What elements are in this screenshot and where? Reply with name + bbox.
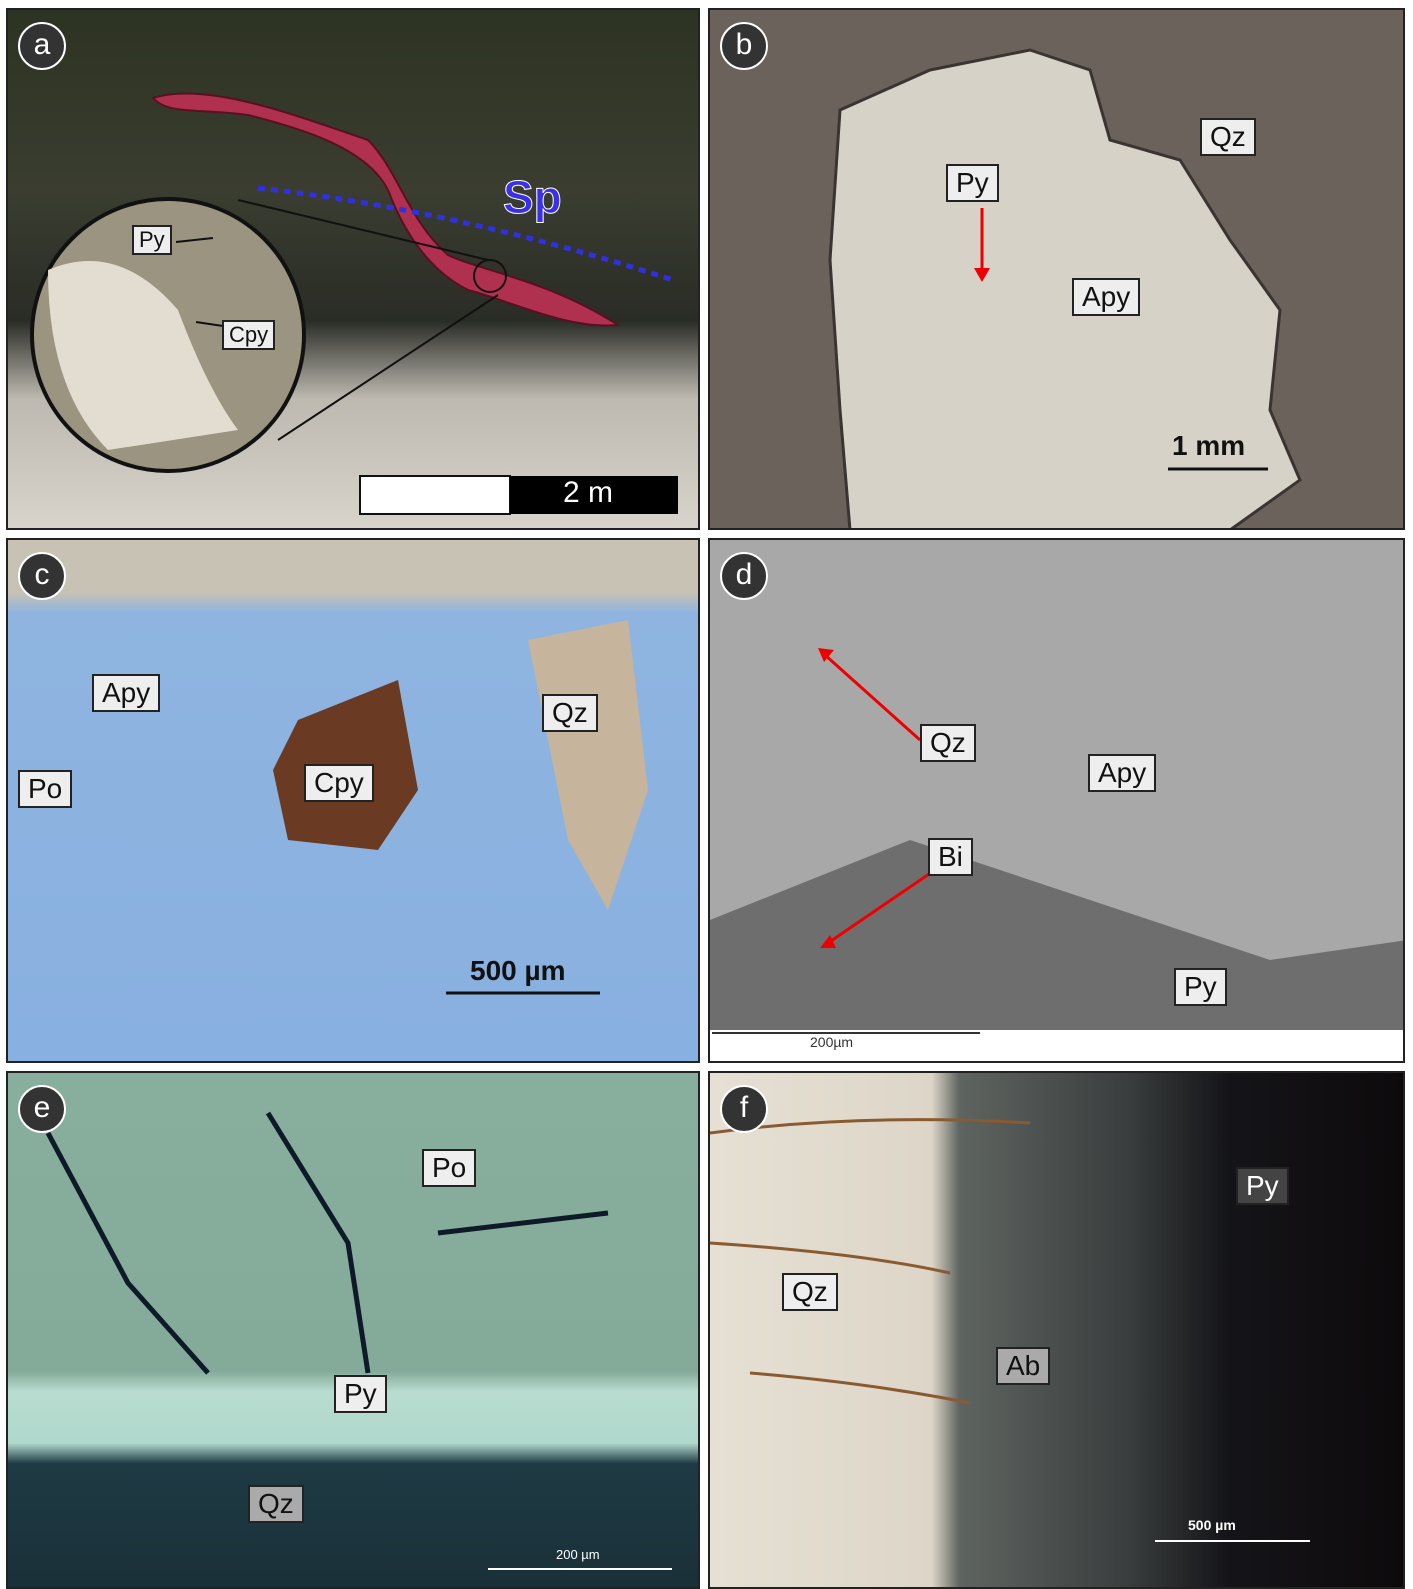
mineral-label: Qz [248, 1485, 304, 1523]
mineral-label: Py [1174, 968, 1227, 1006]
scale-text: 500 µm [470, 955, 566, 986]
foliation-line [257, 185, 674, 283]
mineral-label: Cpy [222, 320, 276, 350]
panel-letter: e [18, 1085, 66, 1133]
panel-d: d Qz Apy Bi Py 200µm [708, 538, 1405, 1063]
zoom-circle [473, 259, 507, 293]
arrow [827, 870, 933, 945]
arrow-head [820, 935, 836, 948]
panel-c: c Apy Qz Po Cpy 500 µm [6, 538, 700, 1063]
mineral-label: Py [132, 225, 172, 255]
fractures [45, 1111, 609, 1375]
mineral-label: Po [18, 770, 73, 808]
mineral-label: Qz [920, 724, 976, 762]
panel-letter: a [18, 22, 66, 70]
scale-text: 2 m [563, 476, 614, 509]
py-grain [710, 840, 1403, 1030]
mineral-label: Py [946, 164, 999, 202]
inset-quartz [48, 261, 238, 450]
mineral-label: Po [422, 1149, 477, 1187]
mineral-label: Apy [92, 674, 161, 712]
panel-letter: b [720, 22, 768, 70]
mineral-label: Qz [1200, 118, 1256, 156]
panel-f: f Qz Py Ab 500 µm [708, 1071, 1405, 1589]
mineral-label: Apy [1072, 278, 1141, 316]
pointer [195, 321, 224, 327]
scale-text: 1 mm [1172, 430, 1246, 461]
arrow [823, 653, 922, 742]
scale-bar-white [359, 475, 511, 515]
panel-b-art [828, 48, 1302, 528]
veinlets [710, 1118, 1031, 1405]
mineral-label: Py [1236, 1167, 1289, 1205]
panel-d-art [710, 648, 1403, 1034]
panel-e-art [45, 1111, 672, 1570]
scale-text: 200 µm [556, 1547, 600, 1562]
panel-a: a Py Cpy Sp 2 m [6, 8, 700, 530]
mineral-label: Qz [542, 694, 598, 732]
panel-a-art [30, 92, 678, 515]
pointer [175, 237, 214, 243]
panel-f-art [710, 1118, 1310, 1542]
foliation-label: Sp [503, 171, 563, 224]
mineral-label: Qz [782, 1273, 838, 1311]
panel-letter: f [720, 1085, 768, 1133]
mineral-label: Apy [1088, 754, 1157, 792]
mineral-label: Cpy [304, 764, 374, 802]
scale-bar-black [510, 476, 678, 514]
scale-text: 200µm [810, 1034, 854, 1050]
panel-letter: d [720, 552, 768, 600]
arrow-head [974, 268, 990, 282]
panel-letter: c [18, 552, 66, 600]
mineral-label: Ab [996, 1347, 1051, 1385]
zoom-line [277, 294, 499, 441]
qz-grain [528, 620, 648, 910]
vein [151, 92, 621, 327]
arrow-head [818, 648, 834, 662]
zoom-line [237, 199, 489, 261]
panel-e: e Po Py Qz 200 µm [6, 1071, 700, 1589]
mineral-label: Bi [928, 838, 973, 876]
scale-text: 500 µm [1188, 1517, 1236, 1533]
mineral-label: Py [334, 1375, 387, 1413]
panel-b: b Qz Py Apy 1 mm [708, 8, 1405, 530]
